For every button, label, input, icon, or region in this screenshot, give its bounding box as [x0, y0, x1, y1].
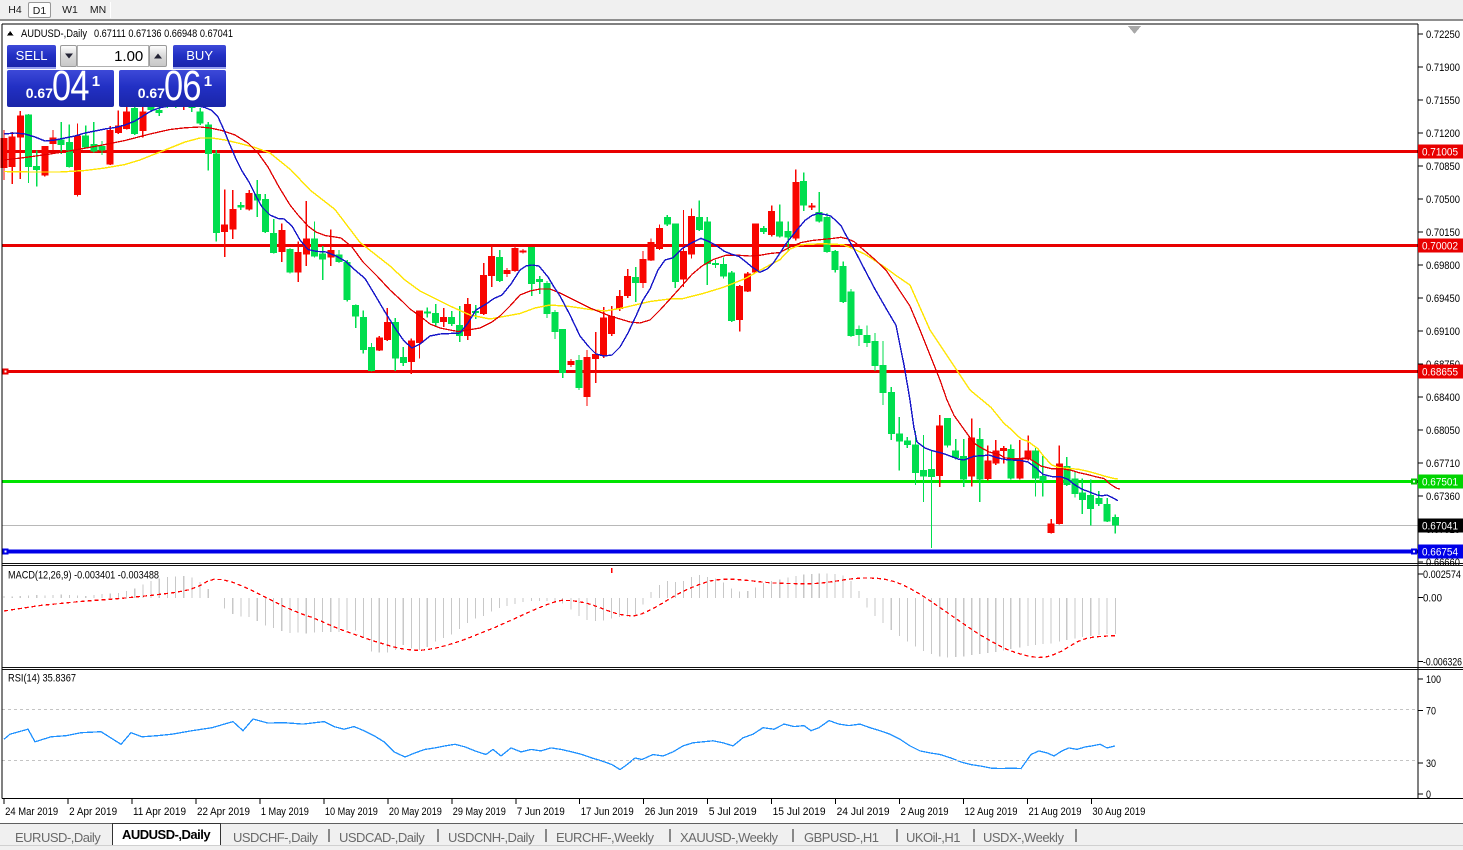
- svg-text:AUDUSD-,Daily: AUDUSD-,Daily: [21, 28, 87, 40]
- svg-text:11 Apr 2019: 11 Apr 2019: [133, 806, 186, 818]
- svg-text:0.66660: 0.66660: [1426, 557, 1460, 569]
- svg-text:0.67501: 0.67501: [1422, 477, 1458, 489]
- svg-text:-0.006326: -0.006326: [1423, 657, 1462, 669]
- svg-text:26 Jun 2019: 26 Jun 2019: [645, 806, 698, 818]
- svg-text:12 Aug 2019: 12 Aug 2019: [965, 806, 1018, 818]
- svg-text:0.68050: 0.68050: [1426, 425, 1460, 437]
- svg-text:0.69800: 0.69800: [1426, 260, 1460, 272]
- svg-text:0.67710: 0.67710: [1426, 458, 1460, 470]
- svg-text:0.70500: 0.70500: [1426, 194, 1460, 206]
- svg-text:0.002574: 0.002574: [1423, 569, 1461, 581]
- svg-text:20 May 2019: 20 May 2019: [389, 806, 442, 818]
- svg-text:0.67360: 0.67360: [1426, 491, 1460, 503]
- svg-text:0.67111 0.67136 0.66948 0.6704: 0.67111 0.67136 0.66948 0.67041: [94, 28, 233, 40]
- svg-text:0.67041: 0.67041: [1422, 521, 1458, 533]
- svg-text:15 Jul 2019: 15 Jul 2019: [773, 806, 826, 818]
- svg-text:1 May 2019: 1 May 2019: [261, 806, 309, 818]
- svg-text:0.72250: 0.72250: [1426, 29, 1460, 41]
- svg-text:0.69100: 0.69100: [1426, 326, 1460, 338]
- svg-text:0.69450: 0.69450: [1426, 293, 1460, 305]
- svg-text:0.71900: 0.71900: [1426, 62, 1460, 74]
- svg-text:0.66754: 0.66754: [1422, 547, 1458, 559]
- svg-text:17 Jun 2019: 17 Jun 2019: [581, 806, 634, 818]
- svg-text:RSI(14) 35.8367: RSI(14) 35.8367: [8, 673, 76, 685]
- svg-text:0.71550: 0.71550: [1426, 95, 1460, 107]
- svg-text:2 Aug 2019: 2 Aug 2019: [901, 806, 949, 818]
- svg-text:MACD(12,26,9) -0.003401 -0.003: MACD(12,26,9) -0.003401 -0.003488: [8, 570, 159, 582]
- svg-text:0.70850: 0.70850: [1426, 161, 1460, 173]
- svg-text:0.71200: 0.71200: [1426, 128, 1460, 140]
- svg-text:0: 0: [1426, 789, 1431, 801]
- svg-text:29 May 2019: 29 May 2019: [453, 806, 506, 818]
- svg-text:30 Aug 2019: 30 Aug 2019: [1092, 806, 1145, 818]
- svg-text:0.00: 0.00: [1423, 593, 1442, 605]
- svg-text:0.71005: 0.71005: [1422, 147, 1458, 159]
- svg-text:0.70002: 0.70002: [1422, 241, 1458, 253]
- svg-text:24 Mar 2019: 24 Mar 2019: [5, 806, 58, 818]
- svg-text:2 Apr 2019: 2 Apr 2019: [69, 806, 117, 818]
- svg-text:21 Aug 2019: 21 Aug 2019: [1029, 806, 1082, 818]
- svg-text:0.68655: 0.68655: [1422, 367, 1458, 379]
- svg-text:7 Jun 2019: 7 Jun 2019: [517, 806, 565, 818]
- svg-text:10 May 2019: 10 May 2019: [325, 806, 378, 818]
- svg-text:22 Apr 2019: 22 Apr 2019: [197, 806, 250, 818]
- svg-text:70: 70: [1426, 706, 1436, 718]
- svg-text:0.68400: 0.68400: [1426, 392, 1460, 404]
- svg-text:5 Jul 2019: 5 Jul 2019: [709, 806, 757, 818]
- svg-text:30: 30: [1426, 758, 1436, 770]
- svg-text:100: 100: [1426, 674, 1441, 686]
- svg-text:24 Jul 2019: 24 Jul 2019: [837, 806, 890, 818]
- svg-text:0.70150: 0.70150: [1426, 227, 1460, 239]
